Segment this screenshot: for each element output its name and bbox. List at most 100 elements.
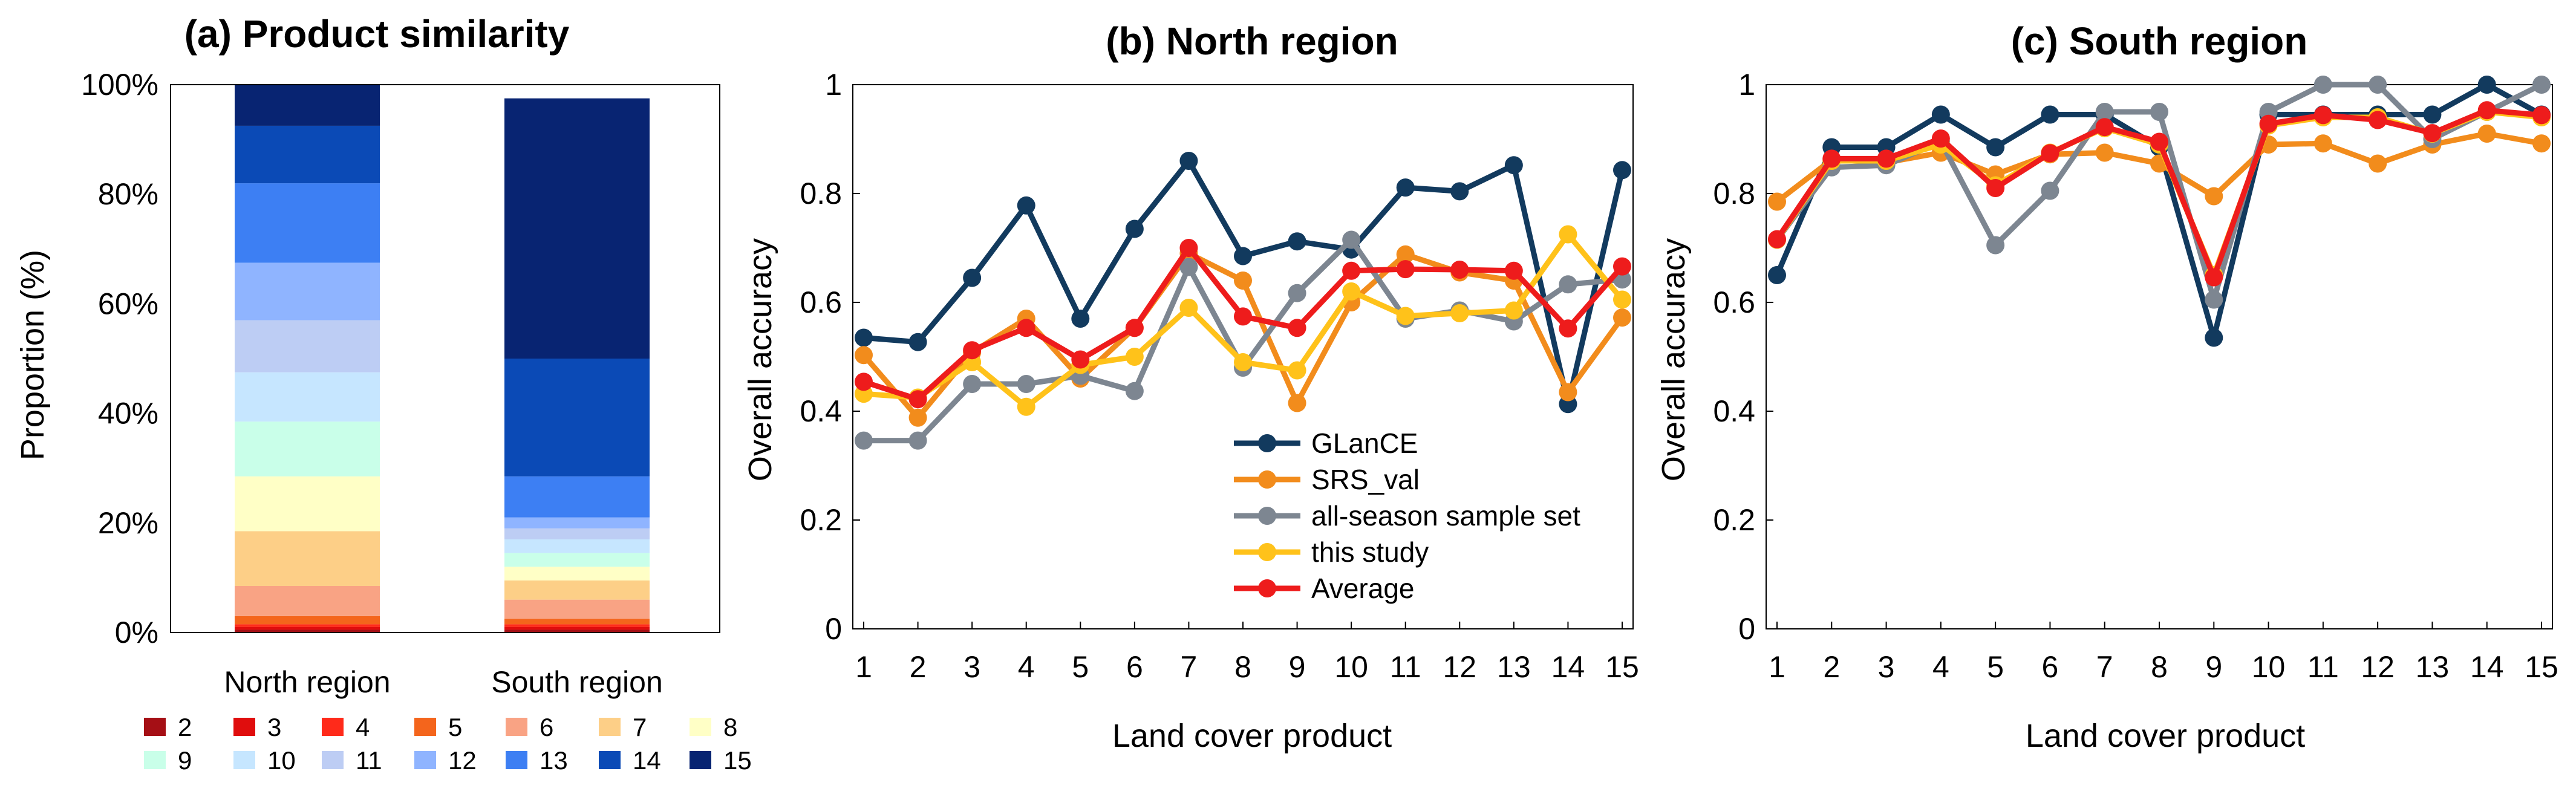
panel-b-point-glance — [1179, 152, 1198, 170]
panel-c-y-tick-label: 0.2 — [1713, 503, 1755, 537]
legend-label-this-study: this study — [1311, 536, 1429, 568]
panel-b-point-glance — [1234, 247, 1252, 265]
panel-a-product-similarity: (a) Product similarity Proportion (%) 0%… — [15, 12, 752, 775]
panel-c-x-tick-label: 14 — [2470, 650, 2504, 684]
panel-a-legend-label: 2 — [178, 713, 192, 741]
legend-label-average: Average — [1311, 573, 1415, 604]
panel-a-bar-segment-5 — [504, 619, 650, 625]
panel-c-point-all-season-sample-set — [2041, 181, 2059, 200]
panel-b-x-tick-label: 9 — [1289, 650, 1306, 684]
panel-c-x-tick-label: 4 — [1932, 650, 1949, 684]
panel-c-point-srs-val — [2477, 125, 2496, 143]
panel-a-bar-segment-2 — [235, 629, 380, 633]
panel-b-point-average — [1504, 261, 1523, 280]
panel-c-point-srs-val — [2095, 143, 2114, 162]
panel-b-point-glance — [1450, 182, 1469, 201]
panel-c-point-average — [1768, 230, 1786, 249]
panel-a-y-ticks: 0% 20% 40% 60% 80% 100% — [81, 68, 158, 649]
panel-c-point-glance — [1986, 138, 2005, 157]
panel-c-y-tick-label: 0.4 — [1713, 394, 1755, 428]
panel-a-legend-swatch-4 — [322, 718, 344, 736]
panel-b-x-tick-label: 12 — [1443, 650, 1476, 684]
panel-b-point-srs-val — [1234, 272, 1252, 290]
panel-b-point-this-study — [1125, 348, 1144, 366]
panel-a-legend-swatch-10 — [233, 751, 255, 769]
panel-a-bar-segment-3 — [235, 626, 380, 630]
panel-b-x-tick-label: 11 — [1390, 650, 1421, 684]
panel-b-point-glance — [1017, 196, 1035, 215]
panel-b-point-all-season-sample-set — [1179, 258, 1198, 276]
panel-a-bar-segment-13 — [504, 476, 650, 518]
panel-c-point-all-season-sample-set — [2205, 290, 2223, 309]
panel-c-x-tick-label: 9 — [2205, 650, 2222, 684]
panel-b-point-srs-val — [1559, 383, 1577, 402]
panel-a-bar-segment-12 — [235, 262, 380, 320]
panel-c-x-tick-label: 6 — [2042, 650, 2059, 684]
panel-b-point-average — [1071, 350, 1090, 369]
panel-a-bar-segment-14 — [235, 125, 380, 184]
panel-c-point-all-season-sample-set — [1986, 236, 2005, 255]
panel-b-point-srs-val — [1288, 394, 1306, 412]
panel-c-south-region: (c) South region Overall accuracy Land c… — [1655, 19, 2558, 754]
panel-b-point-this-study — [1288, 361, 1306, 380]
legend-marker-srs-val — [1258, 470, 1276, 489]
panel-c-point-glance — [2041, 105, 2059, 124]
panel-a-bar-segment-12 — [504, 517, 650, 528]
panel-a-legend-label: 5 — [448, 713, 462, 741]
panel-b-point-srs-val — [855, 346, 873, 365]
panel-a-bar-segment-10 — [235, 372, 380, 422]
panel-c-point-average — [1822, 149, 1841, 168]
panel-a-legend-label: 7 — [633, 713, 647, 741]
panel-b-x-tick-label: 3 — [964, 650, 980, 684]
panel-a-y-tick-label: 0% — [115, 616, 158, 649]
panel-a-bars — [235, 85, 650, 633]
panel-c-x-tick-label: 10 — [2252, 650, 2286, 684]
panel-b-point-all-season-sample-set — [1559, 275, 1577, 294]
panel-a-bar-segment-10 — [504, 539, 650, 553]
panel-c-point-average — [2423, 124, 2442, 143]
panel-a-legend-label: 3 — [267, 713, 281, 741]
panel-b-x-tick-label: 14 — [1551, 650, 1585, 684]
panel-a-legend-swatch-15 — [690, 751, 711, 769]
panel-c-title: (c) South region — [2011, 19, 2308, 63]
panel-a-legend-swatch-5 — [414, 718, 436, 736]
panel-b-ylabel: Overall accuracy — [742, 238, 778, 481]
panel-b-point-average — [1342, 261, 1361, 280]
panel-c-plot: 00.20.40.60.811 2 3 4 5 6 7 8 9 10 11 12 13 14 15 — [1713, 68, 2558, 684]
panel-a-bar-segment-14 — [504, 359, 650, 476]
panel-c-point-average — [2041, 144, 2059, 163]
panel-b-point-all-season-sample-set — [1342, 230, 1361, 249]
panel-a-y-tick-label: 20% — [98, 506, 158, 540]
panel-b-point-glance — [1396, 178, 1415, 197]
panel-b-x-tick-label: 13 — [1497, 650, 1531, 684]
panel-b-point-average — [963, 341, 982, 360]
panel-a-bar-segment-8 — [235, 476, 380, 532]
panel-c-x-tick-label: 2 — [1823, 650, 1840, 684]
panel-b-point-average — [1288, 319, 1306, 337]
panel-c-ylabel: Overall accuracy — [1655, 238, 1692, 481]
legend-label-all-season-sample-set: all-season sample set — [1311, 500, 1580, 532]
panel-b-point-all-season-sample-set — [1125, 382, 1144, 400]
panel-c-y-tick-label: 0 — [1738, 612, 1755, 646]
panel-b-point-average — [1234, 307, 1252, 326]
panel-c-point-glance — [2205, 328, 2223, 347]
panel-a-legend-swatch-9 — [144, 751, 166, 769]
panel-b-x-tick-label: 5 — [1072, 650, 1089, 684]
panel-b-point-all-season-sample-set — [908, 431, 927, 450]
panel-a-bar-segment-5 — [235, 616, 380, 625]
panel-c-point-glance — [1931, 105, 1950, 124]
panel-b-y-tick-label: 0.2 — [800, 503, 842, 537]
panel-b-point-average — [1613, 257, 1631, 276]
panel-c-x-tick-label: 12 — [2361, 650, 2395, 684]
panel-b-point-glance — [1071, 310, 1090, 328]
panel-c-point-srs-val — [2532, 134, 2551, 153]
panel-a-bar-segment-9 — [235, 421, 380, 476]
panel-a-bar-segment-9 — [504, 553, 650, 567]
panel-c-point-glance — [2477, 76, 2496, 94]
panel-b-point-average — [1396, 260, 1415, 279]
panel-a-legend-label: 11 — [356, 746, 382, 775]
panel-a-legend-label: 10 — [267, 746, 296, 775]
panel-b-x-tick-label: 10 — [1334, 650, 1368, 684]
panel-b-point-glance — [1613, 161, 1631, 180]
panel-b-y-tick-label: 0.4 — [800, 394, 842, 428]
